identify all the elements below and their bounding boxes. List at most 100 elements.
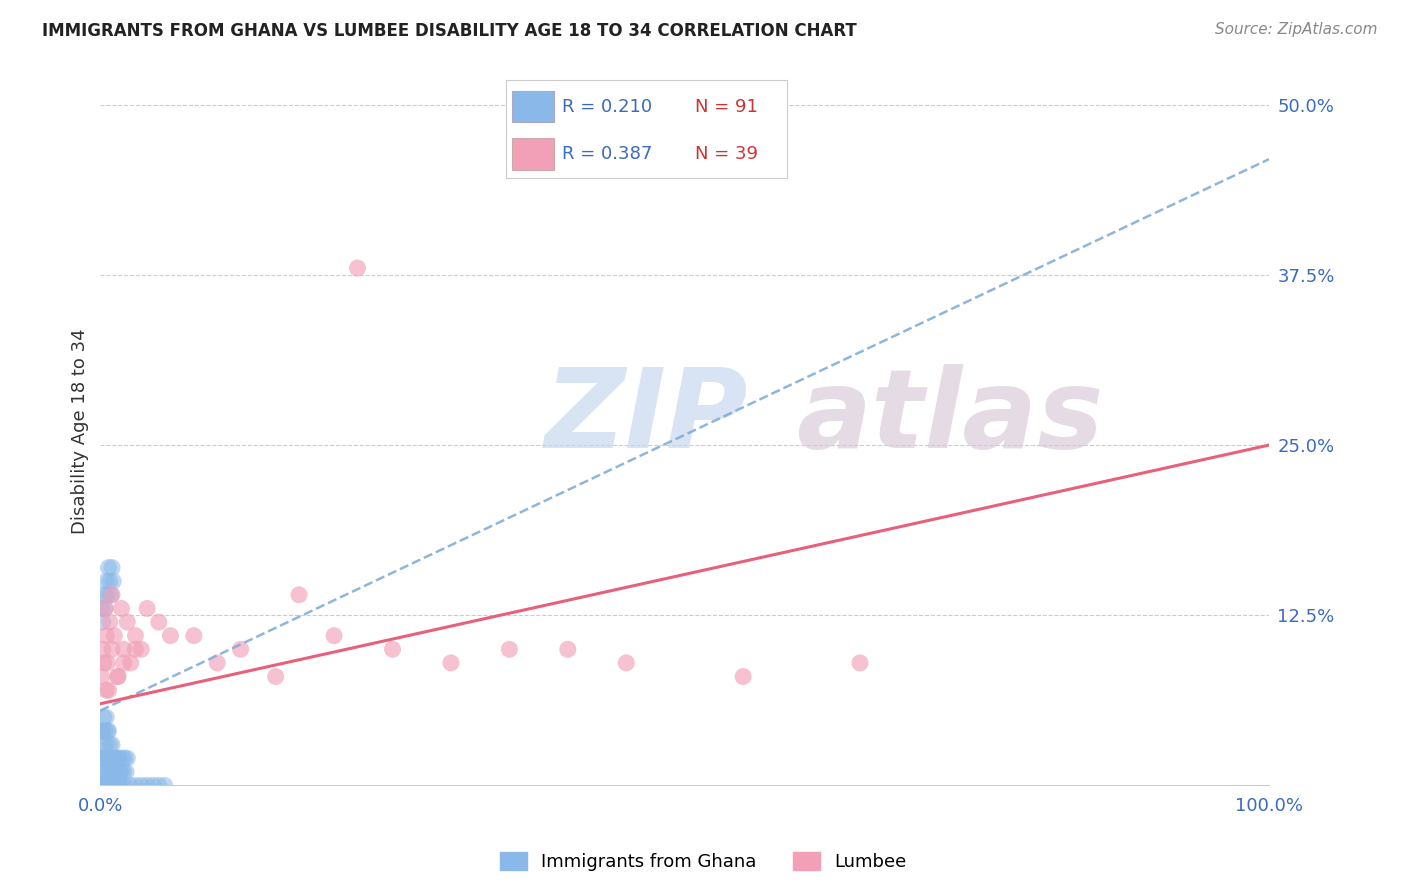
Point [96,764,118,779]
Point [110,779,132,793]
Point [96,574,118,589]
Point [115,615,138,629]
Point [96,683,118,698]
Point [94,723,117,738]
Text: N = 39: N = 39 [695,145,758,163]
Point [96,629,118,643]
Point [103,629,125,643]
Point [96,588,118,602]
Point [94,751,117,765]
Point [98,764,121,779]
Point [129,642,152,657]
Point [96,656,118,670]
Point [110,601,132,615]
Point [94,779,117,793]
Point [264,669,287,683]
Point [107,751,129,765]
Point [103,574,125,589]
Point [108,779,131,793]
Point [90,723,112,738]
Point [107,669,129,683]
Point [89,779,111,793]
Point [105,764,128,779]
Point [93,779,115,793]
Point [94,779,117,793]
Point [91,615,114,629]
Point [105,779,128,793]
Point [91,779,114,793]
Point [103,779,125,793]
Point [98,574,121,589]
Text: IMMIGRANTS FROM GHANA VS LUMBEE DISABILITY AGE 18 TO 34 CORRELATION CHART: IMMIGRANTS FROM GHANA VS LUMBEE DISABILI… [42,22,856,40]
Point [94,601,117,615]
Point [498,642,520,657]
Point [90,779,112,793]
FancyBboxPatch shape [512,91,554,122]
Legend: Immigrants from Ghana, Lumbee: Immigrants from Ghana, Lumbee [492,845,914,879]
Point [120,656,142,670]
Point [103,779,125,793]
Point [93,710,115,724]
Text: atlas: atlas [796,364,1104,471]
Point [114,751,136,765]
Point [107,779,129,793]
Point [96,779,118,793]
Point [112,779,135,793]
Point [346,261,368,276]
Point [96,723,118,738]
Point [118,779,141,793]
Point [90,779,112,793]
Point [100,779,122,793]
Point [142,779,165,793]
Point [159,629,181,643]
Point [91,642,114,657]
Point [557,642,579,657]
Point [100,779,122,793]
Point [93,779,115,793]
Point [93,779,115,793]
Point [381,642,404,657]
Point [136,779,159,793]
Point [183,629,205,643]
Point [96,779,118,793]
Point [96,738,118,752]
Point [112,656,135,670]
Point [101,764,124,779]
Point [101,560,124,574]
Point [124,779,146,793]
Point [94,601,117,615]
Point [89,779,111,793]
Point [98,738,121,752]
Y-axis label: Disability Age 18 to 34: Disability Age 18 to 34 [72,328,89,534]
Point [110,764,132,779]
Point [93,764,115,779]
Point [205,656,228,670]
Point [148,779,170,793]
Point [115,764,138,779]
Point [98,615,121,629]
Point [136,601,159,615]
Point [112,642,135,657]
Point [108,751,131,765]
Point [100,751,122,765]
Point [93,738,115,752]
Point [108,779,131,793]
Point [323,629,346,643]
Point [98,779,121,793]
Point [288,588,311,602]
Point [97,560,120,574]
Point [91,751,114,765]
Point [91,723,114,738]
Point [90,601,112,615]
Point [733,669,755,683]
Text: Source: ZipAtlas.com: Source: ZipAtlas.com [1215,22,1378,37]
Text: ZIP: ZIP [544,364,748,471]
Point [103,779,125,793]
Point [90,779,112,793]
Point [153,779,176,793]
Point [91,779,114,793]
Point [97,723,120,738]
Point [101,642,124,657]
Point [101,738,124,752]
Point [115,751,138,765]
